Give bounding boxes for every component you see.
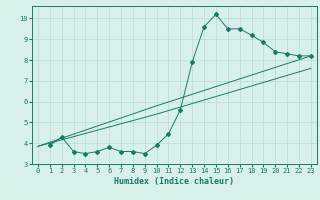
X-axis label: Humidex (Indice chaleur): Humidex (Indice chaleur) — [115, 177, 234, 186]
